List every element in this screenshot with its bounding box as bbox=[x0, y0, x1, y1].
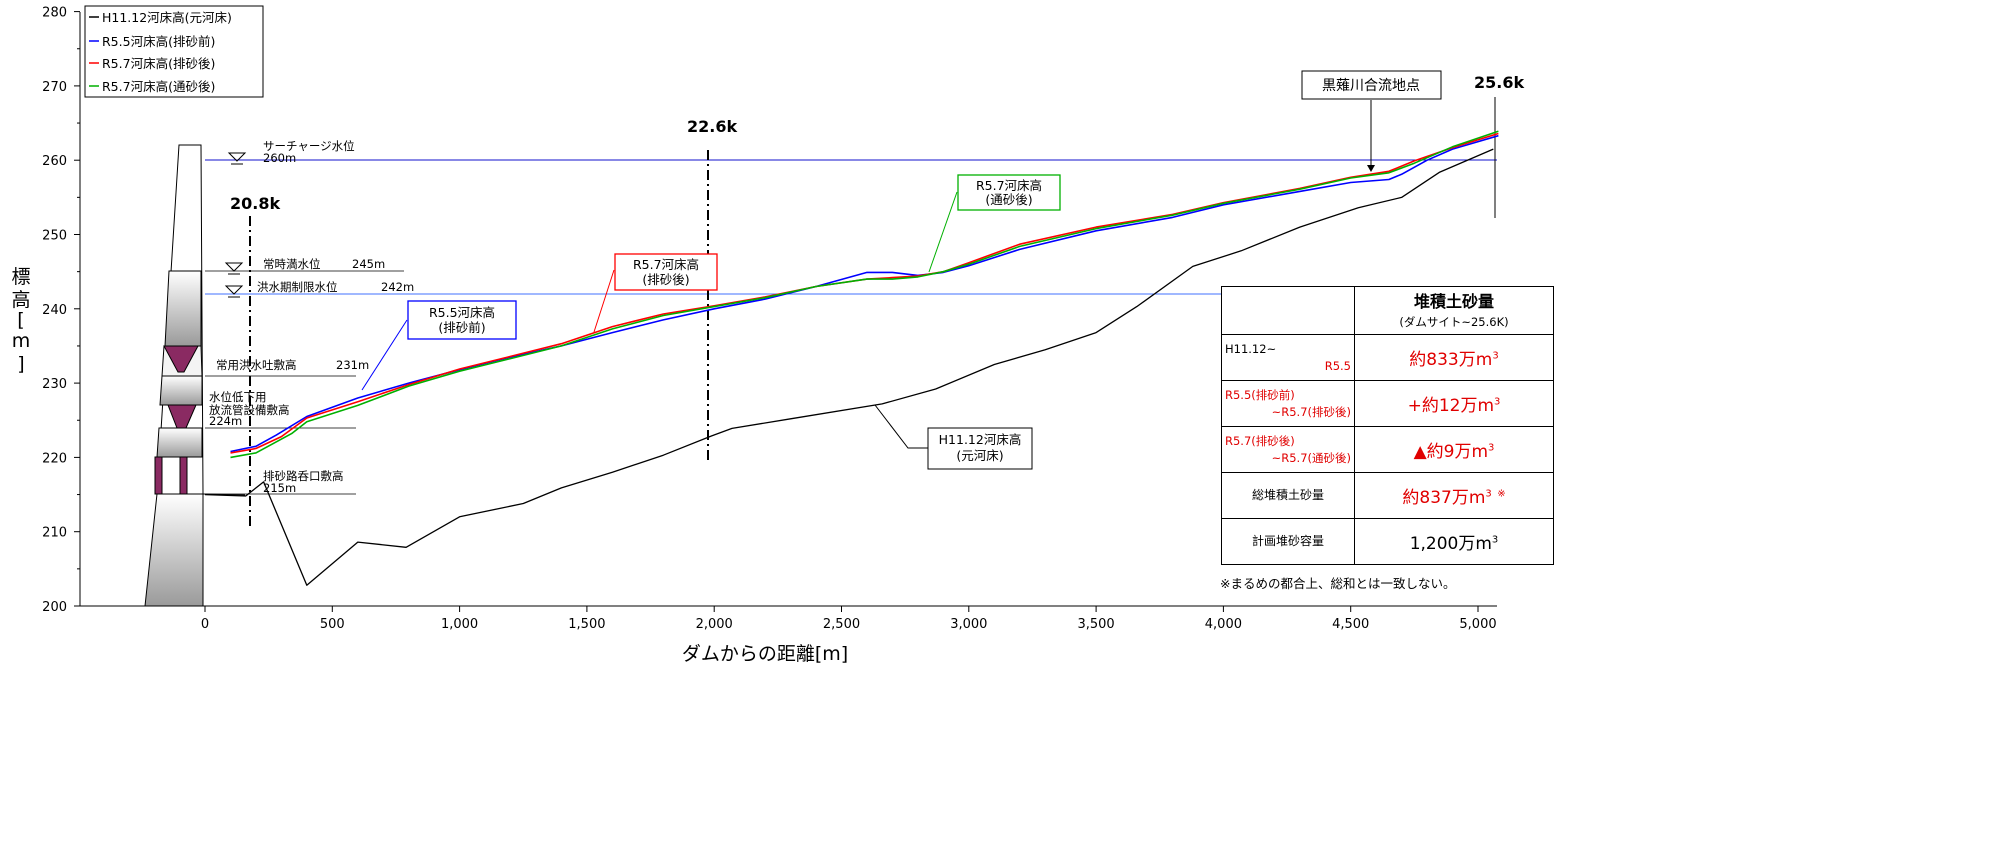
row-label: 総堆積土砂量 bbox=[1221, 472, 1355, 519]
callout-r57t: R5.7河床高 (通砂後) bbox=[957, 174, 1061, 211]
water-level-triangle-icon bbox=[224, 262, 244, 275]
table-row: R5.7(排砂後) ~R5.7(通砂後) ▲約9万m3 bbox=[1221, 426, 1554, 473]
row-value: 約833万m3 bbox=[1354, 334, 1554, 381]
spillway-level-value: 231m bbox=[336, 358, 369, 372]
svg-text:高: 高 bbox=[11, 289, 30, 311]
flood-limit-level-label: 洪水期制限水位 bbox=[257, 280, 338, 294]
x-tick-label: 5,000 bbox=[1459, 617, 1496, 632]
callout-leader-h11 bbox=[874, 404, 928, 449]
x-tick-label: 1,000 bbox=[441, 617, 478, 632]
svg-text:H11.12河床高: H11.12河床高 bbox=[939, 432, 1022, 447]
svg-text:]: ] bbox=[17, 353, 24, 375]
table-header-subtitle: (ダムサイト~25.6K) bbox=[1399, 314, 1509, 329]
x-axis-title: ダムからの距離[m] bbox=[682, 643, 848, 665]
table-row: H11.12~ R5.5 約833万m3 bbox=[1221, 334, 1554, 381]
y-tick-label: 200 bbox=[42, 600, 67, 615]
callout-leader-r57t bbox=[928, 191, 958, 273]
svg-text:R5.7河床高: R5.7河床高 bbox=[633, 257, 699, 272]
section-label-22-6k: 22.6k bbox=[687, 117, 737, 136]
normal-level-label: 常時満水位 bbox=[263, 257, 321, 271]
flood-limit-level-value: 242m bbox=[381, 280, 414, 294]
sediment-bypass-value: 215m bbox=[263, 481, 296, 495]
row-label: R5.7(排砂後) ~R5.7(通砂後) bbox=[1221, 426, 1355, 473]
surcharge-level-value: 260m bbox=[263, 151, 296, 165]
table-row: R5.5(排砂前) ~R5.7(排砂後) +約12万m3 bbox=[1221, 380, 1554, 427]
svg-text:(排砂前): (排砂前) bbox=[438, 320, 485, 335]
x-tick-label: 0 bbox=[201, 617, 209, 632]
table-header-title: 堆積土砂量 bbox=[1413, 291, 1494, 311]
row-label: 計画堆砂容量 bbox=[1221, 518, 1355, 565]
row-value: 1,200万m3 bbox=[1354, 518, 1554, 565]
y-tick-label: 240 bbox=[42, 303, 67, 318]
callout-confluence: 黒薙川合流地点 bbox=[1301, 70, 1442, 100]
svg-text:R5.7河床高: R5.7河床高 bbox=[976, 178, 1042, 193]
y-ticks: 200 210 220 230 240 250 260 270 280 bbox=[42, 6, 80, 615]
callout-r55: R5.5河床高 (排砂前) bbox=[407, 300, 517, 340]
x-tick-label: 2,500 bbox=[823, 617, 860, 632]
x-tick-label: 3,000 bbox=[950, 617, 987, 632]
svg-text:(排砂後): (排砂後) bbox=[642, 272, 689, 287]
water-level-triangle-icon bbox=[224, 285, 244, 298]
y-tick-label: 210 bbox=[42, 526, 67, 541]
chart-canvas: 200 210 220 230 240 250 260 270 280 0 500 1,000 1,5… bbox=[11, 5, 1524, 665]
callout-h11: H11.12河床高 (元河床) bbox=[927, 427, 1033, 470]
legend-label-r55: R5.5河床高(排砂前) bbox=[102, 34, 215, 49]
svg-text:m: m bbox=[12, 330, 31, 352]
table-row: 計画堆砂容量 1,200万m3 bbox=[1221, 518, 1554, 565]
legend-label-r57: R5.7河床高(排砂後) bbox=[102, 56, 215, 71]
y-tick-label: 270 bbox=[42, 80, 67, 95]
surcharge-level-label: サーチャージ水位 bbox=[263, 139, 355, 153]
table-header-cell: 堆積土砂量 (ダムサイト~25.6K) bbox=[1354, 286, 1554, 335]
legend-label-h11: H11.12河床高(元河床) bbox=[102, 10, 232, 25]
series-layer bbox=[204, 130, 1499, 586]
y-tick-label: 280 bbox=[42, 6, 67, 21]
svg-text:(元河床): (元河床) bbox=[956, 448, 1003, 463]
x-tick-label: 2,000 bbox=[696, 617, 733, 632]
sediment-bypass-label: 排砂路呑口敷高 bbox=[263, 469, 344, 483]
row-value: 約837万m3 ※ bbox=[1354, 472, 1554, 519]
row-value: +約12万m3 bbox=[1354, 380, 1554, 427]
svg-text:R5.5河床高: R5.5河床高 bbox=[429, 305, 495, 320]
svg-text:標: 標 bbox=[11, 266, 30, 288]
row-label: R5.5(排砂前) ~R5.7(排砂後) bbox=[1221, 380, 1355, 427]
table-header-empty bbox=[1221, 286, 1355, 335]
x-tick-label: 4,500 bbox=[1332, 617, 1369, 632]
series-r55-before-flushing bbox=[230, 134, 1499, 453]
water-level-triangle-icon bbox=[227, 152, 247, 165]
section-label-20-8k: 20.8k bbox=[230, 194, 280, 213]
series-h11-riverbed bbox=[204, 148, 1494, 586]
y-tick-label: 220 bbox=[42, 451, 67, 466]
legend: H11.12河床高(元河床) R5.5河床高(排砂前) R5.7河床高(排砂後)… bbox=[84, 5, 264, 98]
table-footnote: ※まるめの都合上、総和とは一致しない。 bbox=[1220, 576, 1456, 591]
normal-level-value: 245m bbox=[352, 257, 385, 271]
section-label-25-6k: 25.6k bbox=[1474, 73, 1524, 92]
callout-leader-r57 bbox=[593, 269, 615, 333]
svg-text:(通砂後): (通砂後) bbox=[985, 192, 1032, 207]
row-value: ▲約9万m3 bbox=[1354, 426, 1554, 473]
table-header-row: 堆積土砂量 (ダムサイト~25.6K) bbox=[1221, 286, 1554, 335]
legend-label-r57t: R5.7河床高(通砂後) bbox=[102, 79, 215, 94]
y-tick-label: 250 bbox=[42, 229, 67, 244]
x-tick-label: 4,000 bbox=[1205, 617, 1242, 632]
drawdown-outlet-value: 224m bbox=[209, 414, 242, 428]
drawdown-outlet-label-1: 水位低下用 bbox=[209, 390, 267, 404]
series-r57-after-sluicing bbox=[230, 130, 1499, 459]
x-tick-label: 1,500 bbox=[568, 617, 605, 632]
svg-text:黒薙川合流地点: 黒薙川合流地点 bbox=[1322, 78, 1420, 94]
callout-r57: R5.7河床高 (排砂後) bbox=[614, 253, 718, 291]
x-ticks: 0 500 1,000 1,500 2,000 2,500 3,000 3,500 4,000 4… bbox=[201, 606, 1497, 632]
dam-body-schematic bbox=[144, 144, 246, 607]
x-tick-label: 500 bbox=[320, 617, 345, 632]
x-tick-label: 3,500 bbox=[1077, 617, 1114, 632]
spillway-level-label: 常用洪水吐敷高 bbox=[216, 358, 297, 372]
sediment-volume-table: 堆積土砂量 (ダムサイト~25.6K) H11.12~ R5.5 約833万m3… bbox=[1221, 286, 1554, 565]
svg-text:[: [ bbox=[17, 309, 24, 331]
y-axis-title: 標 高 [ m ] bbox=[11, 266, 30, 375]
y-tick-label: 260 bbox=[42, 154, 67, 169]
arrow-head-icon bbox=[1367, 165, 1375, 172]
table-row: 総堆積土砂量 約837万m3 ※ bbox=[1221, 472, 1554, 519]
row-label: H11.12~ R5.5 bbox=[1221, 334, 1355, 381]
y-tick-label: 230 bbox=[42, 377, 67, 392]
callout-leader-r55 bbox=[361, 319, 408, 391]
